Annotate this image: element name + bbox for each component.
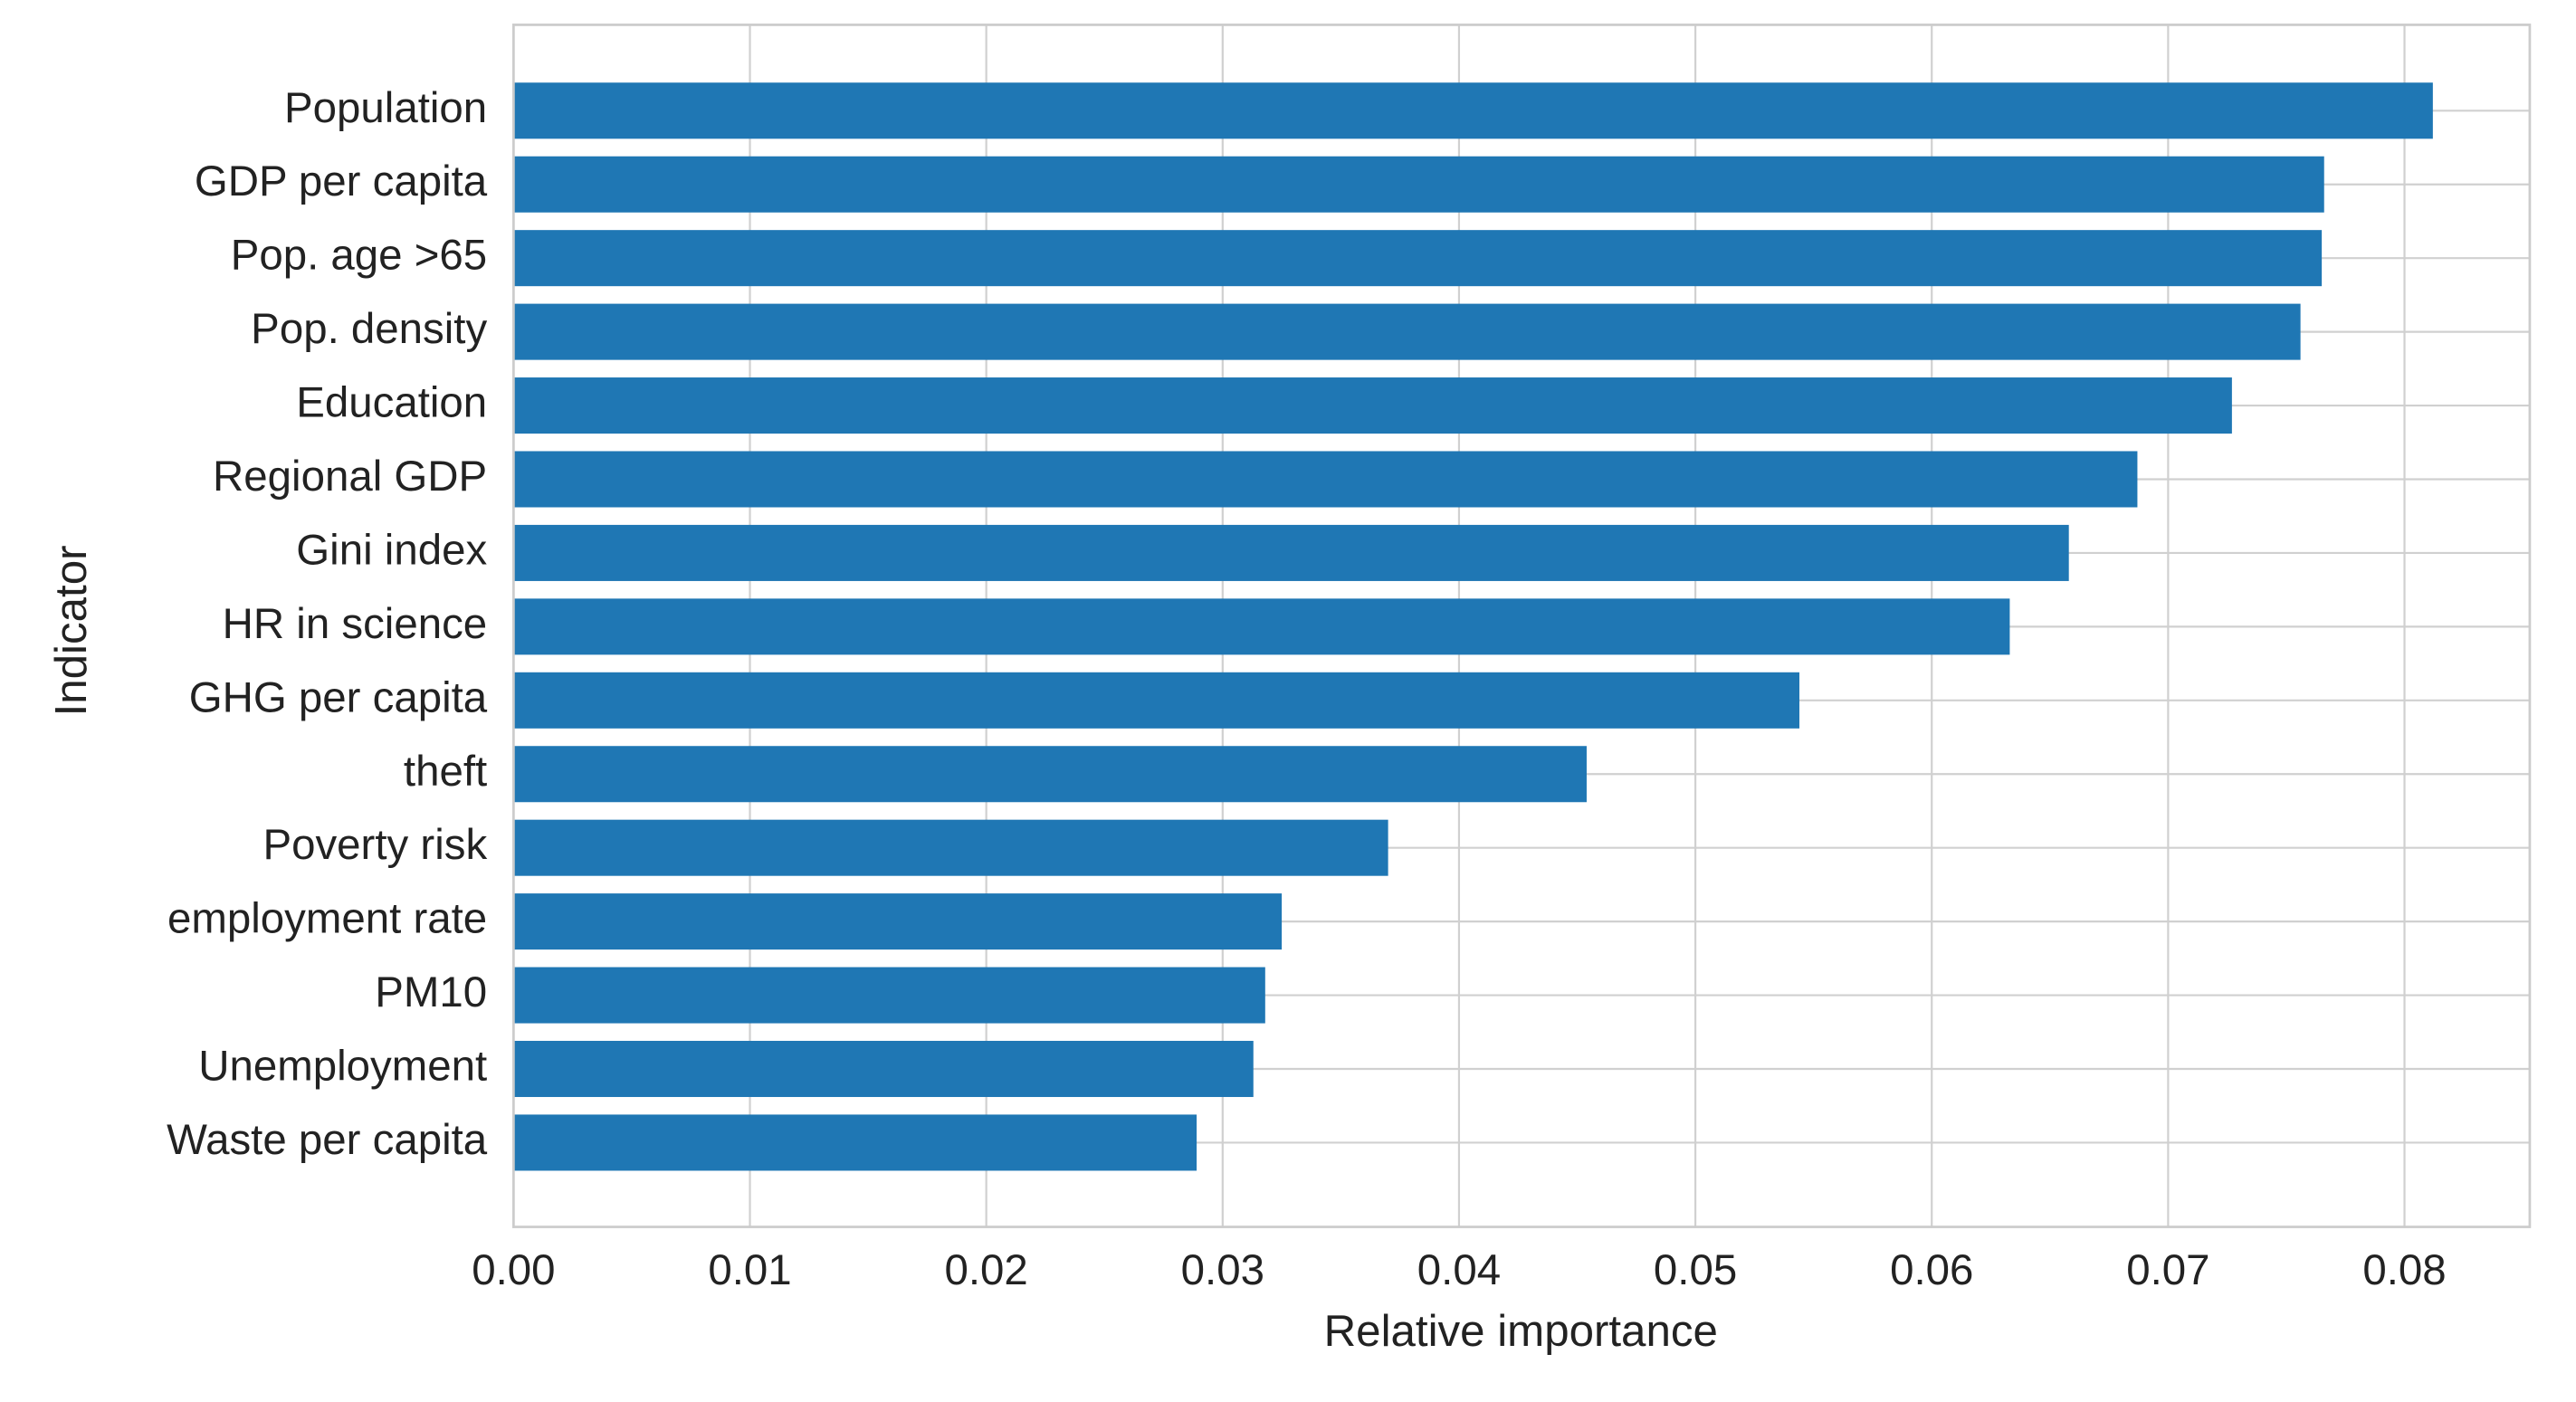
x-tick-label: 0.02 <box>945 1246 1028 1294</box>
bar <box>513 377 2232 434</box>
x-tick-label: 0.03 <box>1181 1246 1264 1294</box>
bar <box>513 893 1283 950</box>
bar <box>513 1114 1197 1171</box>
y-tick-label: Pop. age >65 <box>231 232 487 280</box>
y-tick-label: Poverty risk <box>262 821 487 869</box>
x-tick-label: 0.07 <box>2126 1246 2209 1294</box>
x-axis-label: Relative importance <box>1324 1306 1718 1356</box>
bar <box>513 819 1388 876</box>
bar <box>513 746 1587 803</box>
y-tick-label: PM10 <box>375 968 487 1016</box>
bar <box>513 967 1265 1024</box>
bar <box>513 303 2301 360</box>
y-tick-label: Pop. density <box>251 305 487 353</box>
bar <box>513 1040 1254 1098</box>
y-tick-label: Unemployment <box>198 1043 487 1091</box>
bar <box>513 672 1799 729</box>
x-tick-label: 0.06 <box>1890 1246 1973 1294</box>
bar <box>513 156 2324 213</box>
x-tick-label: 0.05 <box>1654 1246 1737 1294</box>
x-tick-label: 0.01 <box>708 1246 791 1294</box>
x-tick-label: 0.00 <box>472 1246 555 1294</box>
y-tick-label: Waste per capita <box>167 1116 488 1164</box>
bar <box>513 598 2010 655</box>
y-tick-label: Gini index <box>296 526 487 574</box>
plot-frame <box>512 24 2532 1228</box>
bar <box>513 524 2069 581</box>
y-tick-label: Regional GDP <box>213 453 487 501</box>
y-tick-label: theft <box>404 748 487 796</box>
y-tick-label: Education <box>296 379 487 427</box>
y-axis-label: Indicator <box>46 546 96 717</box>
y-tick-label: GHG per capita <box>189 673 488 721</box>
y-tick-label: Population <box>284 84 487 132</box>
y-tick-label: HR in science <box>223 600 488 648</box>
y-tick-label: GDP per capita <box>195 157 488 205</box>
bar <box>513 230 2323 287</box>
x-tick-label: 0.08 <box>2362 1246 2446 1294</box>
x-tick-label: 0.04 <box>1417 1246 1501 1294</box>
bar <box>513 82 2433 139</box>
y-tick-label: employment rate <box>167 895 487 943</box>
bar <box>513 451 2138 508</box>
